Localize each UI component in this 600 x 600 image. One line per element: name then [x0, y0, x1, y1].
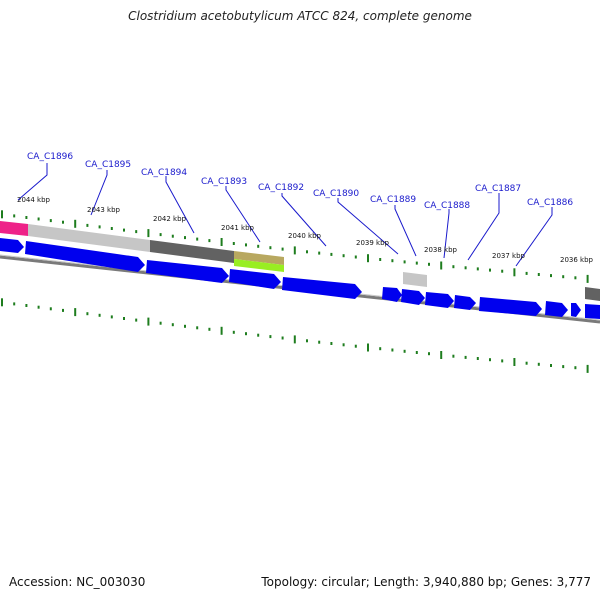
gene-label[interactable]: CA_C1892	[258, 183, 304, 193]
feature-light-gray[interactable]	[28, 224, 150, 252]
kbp-label: 2043 kbp	[87, 206, 121, 214]
gene-label[interactable]: CA_C1896	[27, 152, 73, 162]
gene-label[interactable]: CA_C1893	[201, 177, 247, 187]
scale-ticks-upper	[1, 210, 589, 283]
gene-label[interactable]: CA_C1888	[424, 201, 470, 211]
kbp-label: 2039 kbp	[356, 239, 390, 247]
leader-line	[337, 198, 399, 255]
feature-light-gray-small[interactable]	[403, 272, 427, 287]
kbp-labels: 2044 kbp 2043 kbp 2042 kbp 2041 kbp 2040…	[17, 196, 594, 264]
kbp-label: 2044 kbp	[17, 196, 51, 204]
cds-arrow[interactable]	[146, 260, 229, 283]
gene-label[interactable]: CA_C1890	[313, 189, 359, 199]
feature-dark-gray-edge[interactable]	[585, 287, 600, 301]
map-title: Clostridium acetobutylicum ATCC 824, com…	[128, 9, 472, 23]
kbp-label: 2037 kbp	[492, 252, 526, 260]
kbp-label: 2041 kbp	[221, 224, 255, 232]
cds-arrow[interactable]	[585, 304, 600, 319]
leader-line	[90, 170, 108, 216]
kbp-label: 2038 kbp	[424, 246, 458, 254]
cds-arrow[interactable]	[479, 297, 542, 316]
cds-track	[0, 238, 600, 319]
feature-magenta[interactable]	[0, 221, 28, 236]
leader-line	[17, 163, 48, 201]
feature-lime[interactable]	[234, 259, 284, 272]
cds-arrow[interactable]	[0, 238, 24, 253]
cds-arrow[interactable]	[571, 303, 581, 317]
gene-label-leaders	[17, 163, 553, 267]
feature-track	[0, 221, 600, 301]
gene-label[interactable]: CA_C1886	[527, 198, 573, 208]
leader-line	[281, 193, 327, 247]
gene-label[interactable]: CA_C1895	[85, 160, 131, 170]
gene-label[interactable]: CA_C1887	[475, 184, 521, 194]
kbp-label: 2036 kbp	[560, 256, 594, 264]
accession-text: Accession: NC_003030	[9, 575, 146, 589]
leader-line	[225, 186, 261, 243]
leader-line	[443, 209, 450, 259]
feature-tan[interactable]	[234, 251, 284, 265]
feature-dark-gray[interactable]	[150, 240, 234, 263]
gene-label[interactable]: CA_C1889	[370, 195, 416, 205]
kbp-label: 2042 kbp	[153, 215, 187, 223]
leader-line	[467, 193, 500, 261]
cds-arrow[interactable]	[229, 269, 281, 289]
leader-line	[165, 176, 195, 234]
cds-arrow[interactable]	[454, 295, 476, 310]
genome-summary: Topology: circular; Length: 3,940,880 bp…	[261, 575, 591, 589]
cds-arrow[interactable]	[25, 241, 145, 272]
cds-arrow[interactable]	[401, 289, 425, 305]
cds-arrow[interactable]	[282, 277, 362, 299]
scale-ticks-lower	[1, 298, 589, 373]
cds-arrow[interactable]	[425, 292, 454, 308]
gene-label[interactable]: CA_C1894	[141, 168, 187, 178]
kbp-label: 2040 kbp	[288, 232, 322, 240]
leader-line	[515, 207, 553, 267]
cds-arrow[interactable]	[382, 287, 402, 302]
gene-labels: CA_C1896 CA_C1895 CA_C1894 CA_C1893 CA_C…	[27, 152, 573, 211]
leader-line	[394, 205, 417, 257]
cds-arrow[interactable]	[545, 301, 568, 317]
